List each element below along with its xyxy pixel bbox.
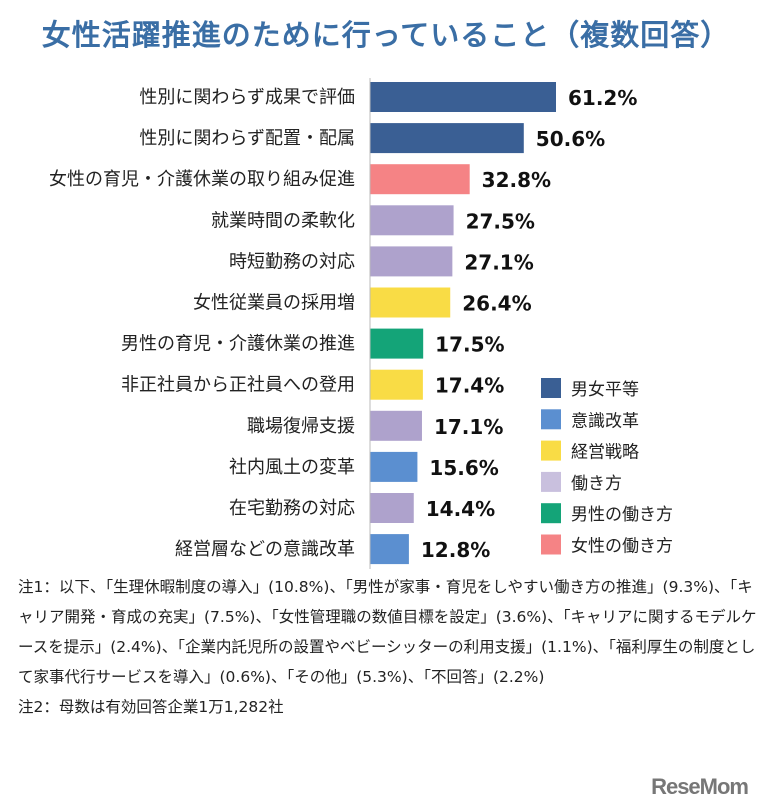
- note-1: 注1：以下、「生理休暇制度の導入」(10.8%)、「男性が家事・育児をしやすい働…: [18, 578, 757, 686]
- category-label: 非正社員から正社員への登用: [121, 375, 355, 396]
- category-label: 在宅勤務の対応: [229, 498, 355, 519]
- bar-chart: 性別に関わらず成果で評価 61.2% 性別に関わらず配置・配属 50.6% 女性の育児・…: [49, 78, 673, 569]
- category-label: 男性の育児・介護休業の推進: [121, 334, 355, 355]
- category-label: 性別に関わらず成果で評価: [139, 87, 355, 108]
- legend-label: 男性の働き方: [571, 505, 673, 525]
- value-label: 27.5%: [466, 209, 535, 233]
- legend-label: 働き方: [571, 474, 622, 494]
- bar: [370, 82, 556, 112]
- legend-label: 男女平等: [571, 380, 639, 400]
- legend-swatch: [541, 503, 561, 524]
- bar: [370, 369, 423, 400]
- bar: [370, 287, 451, 318]
- value-label: 14.4%: [426, 497, 495, 521]
- category-label: 時短勤務の対応: [229, 251, 355, 272]
- legend-label: 経営戦略: [571, 443, 639, 463]
- value-label: 27.1%: [464, 250, 533, 274]
- value-label: 17.1%: [434, 415, 503, 439]
- category-label: 性別に関わらず配置・配属: [139, 128, 355, 149]
- chart-title: 女性活躍推進のために行っていること（複数回答）: [41, 18, 731, 52]
- notes: 注1：以下、「生理休暇制度の導入」(10.8%)、「男性が家事・育児をしやすい働…: [18, 572, 763, 722]
- bar: [370, 451, 418, 482]
- value-label: 17.5%: [435, 333, 504, 357]
- bar: [370, 164, 470, 195]
- value-label: 26.4%: [462, 292, 531, 316]
- legend-swatch: [541, 378, 561, 398]
- legend-swatch: [541, 440, 561, 461]
- category-label: 女性従業員の採用増: [193, 293, 355, 314]
- category-label: 女性の育児・介護休業の取り組み促進: [49, 169, 355, 190]
- bar: [370, 493, 414, 523]
- bar: [370, 205, 454, 236]
- note-2: 注2：母数は有効回答企業1万1,282社: [18, 698, 284, 716]
- value-label: 32.8%: [482, 168, 551, 192]
- value-label: 50.6%: [536, 127, 605, 151]
- legend-label: 女性の働き方: [571, 537, 673, 557]
- category-label: 経営層などの意識改革: [175, 539, 355, 560]
- category-label: 就業時間の柔軟化: [211, 210, 355, 231]
- value-label: 15.6%: [429, 456, 498, 480]
- value-label: 17.4%: [435, 374, 504, 398]
- legend-swatch: [541, 409, 561, 430]
- bar: [370, 534, 409, 565]
- resemom-logo: ReseMom: [651, 774, 749, 799]
- legend-swatch: [541, 471, 561, 492]
- bar: [370, 410, 422, 441]
- bar: [370, 123, 524, 154]
- category-label: 社内風土の変革: [229, 457, 355, 478]
- category-label: 職場復帰支援: [247, 416, 355, 437]
- legend-swatch: [541, 534, 561, 555]
- value-label: 61.2%: [568, 86, 637, 110]
- bar: [370, 246, 453, 277]
- value-label: 12.8%: [421, 538, 490, 562]
- bar: [370, 328, 424, 359]
- legend-label: 意識改革: [571, 411, 639, 431]
